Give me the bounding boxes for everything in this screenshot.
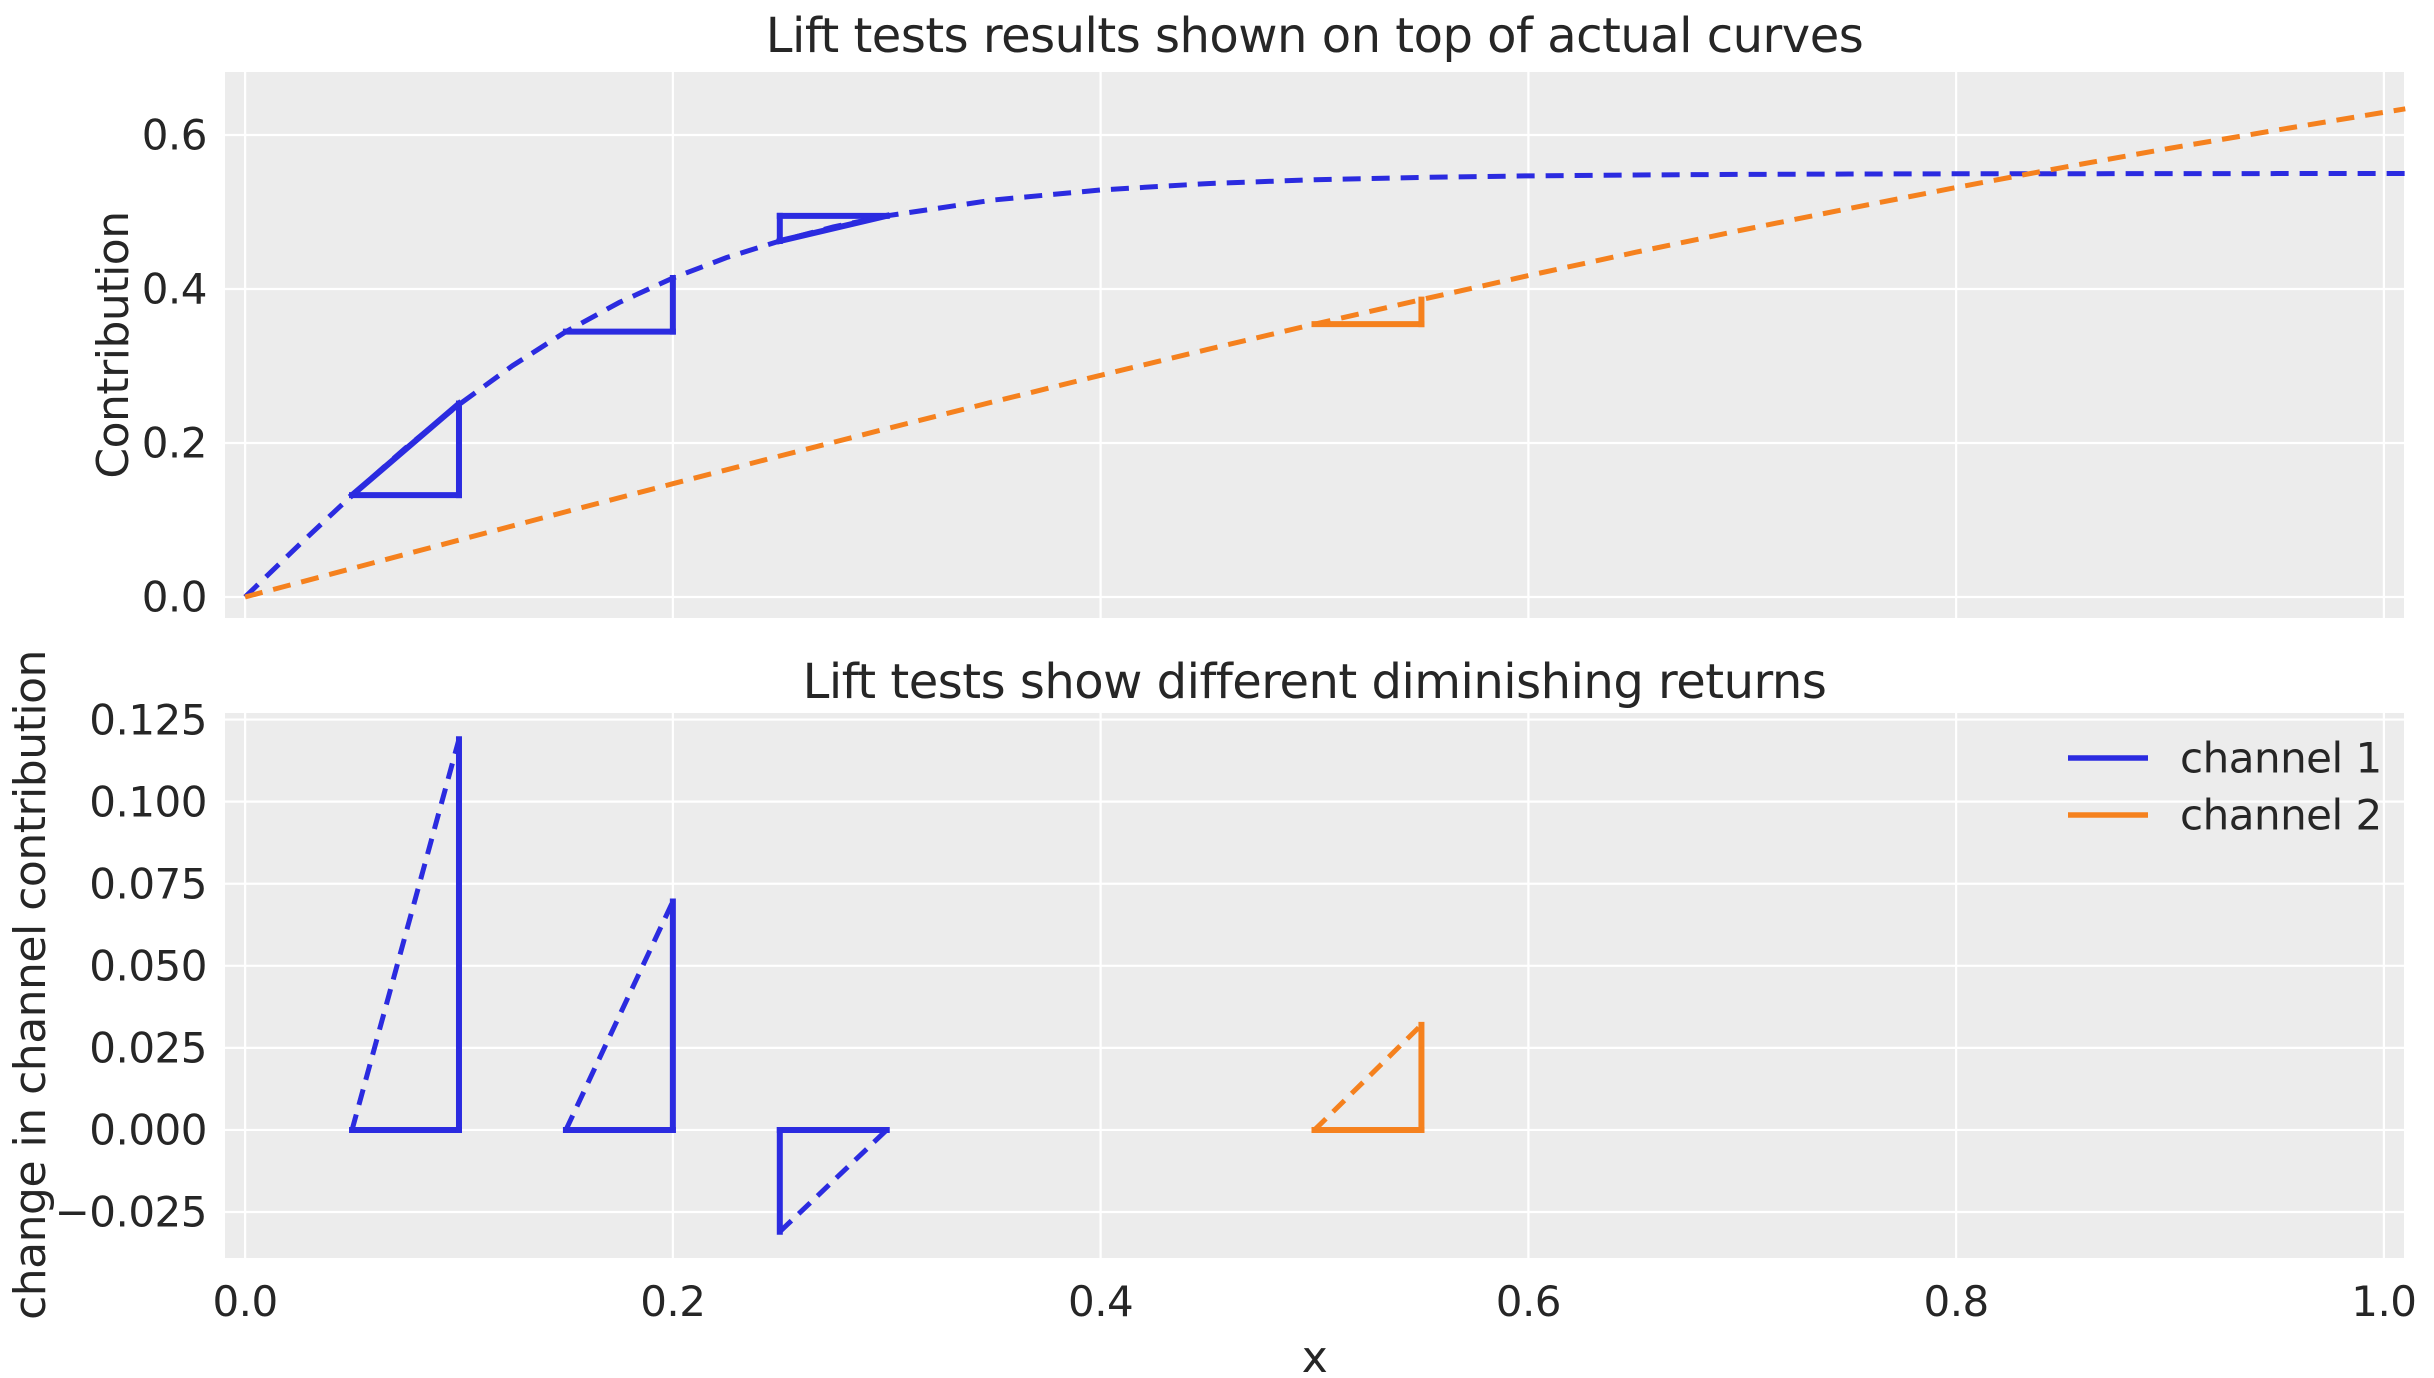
y-tick-label: 0.6 [142,111,207,160]
x-tick-label: 0.4 [1068,1277,1133,1326]
x-axis-label: x [1302,1332,1328,1378]
y-tick-label: 0.050 [89,942,207,991]
x-tick-label: 0.6 [1496,1277,1561,1326]
y-tick-label: 0.4 [142,265,207,314]
y-tick-label: 0.100 [89,777,207,826]
y-axis-label-2: change in channel contribution [5,650,56,1320]
lift-test-solid-edge [347,399,464,500]
legend-label: channel 1 [2180,734,2382,783]
lift-test-dashed-edge [349,738,462,1131]
subplot-title-2: Lift tests show different diminishing re… [803,654,1827,710]
legend-label: channel 2 [2180,791,2382,840]
subplot-title-1: Lift tests results shown on top of actua… [766,8,1863,64]
y-tick-label: 0.125 [89,695,207,744]
x-tick-label: 0.2 [640,1277,705,1326]
y-tick-label: 0.000 [89,1106,207,1155]
axes-background-2 [225,713,2404,1258]
x-tick-label: 0.0 [212,1277,277,1326]
y-axis-label-1: Contribution [88,211,139,478]
x-tick-label: 1.0 [2351,1277,2416,1326]
y-tick-label: 0.025 [89,1024,207,1073]
y-tick-label: 0.2 [142,419,207,468]
y-tick-label: −0.025 [55,1188,207,1237]
x-tick-label: 0.8 [1923,1277,1988,1326]
axes-background-1 [225,72,2404,618]
lift-test-dashed-edge [563,900,676,1132]
y-tick-label: 0.075 [89,859,207,908]
lift-test-solid-edge [776,212,891,245]
y-tick-label: 0.0 [142,573,207,622]
